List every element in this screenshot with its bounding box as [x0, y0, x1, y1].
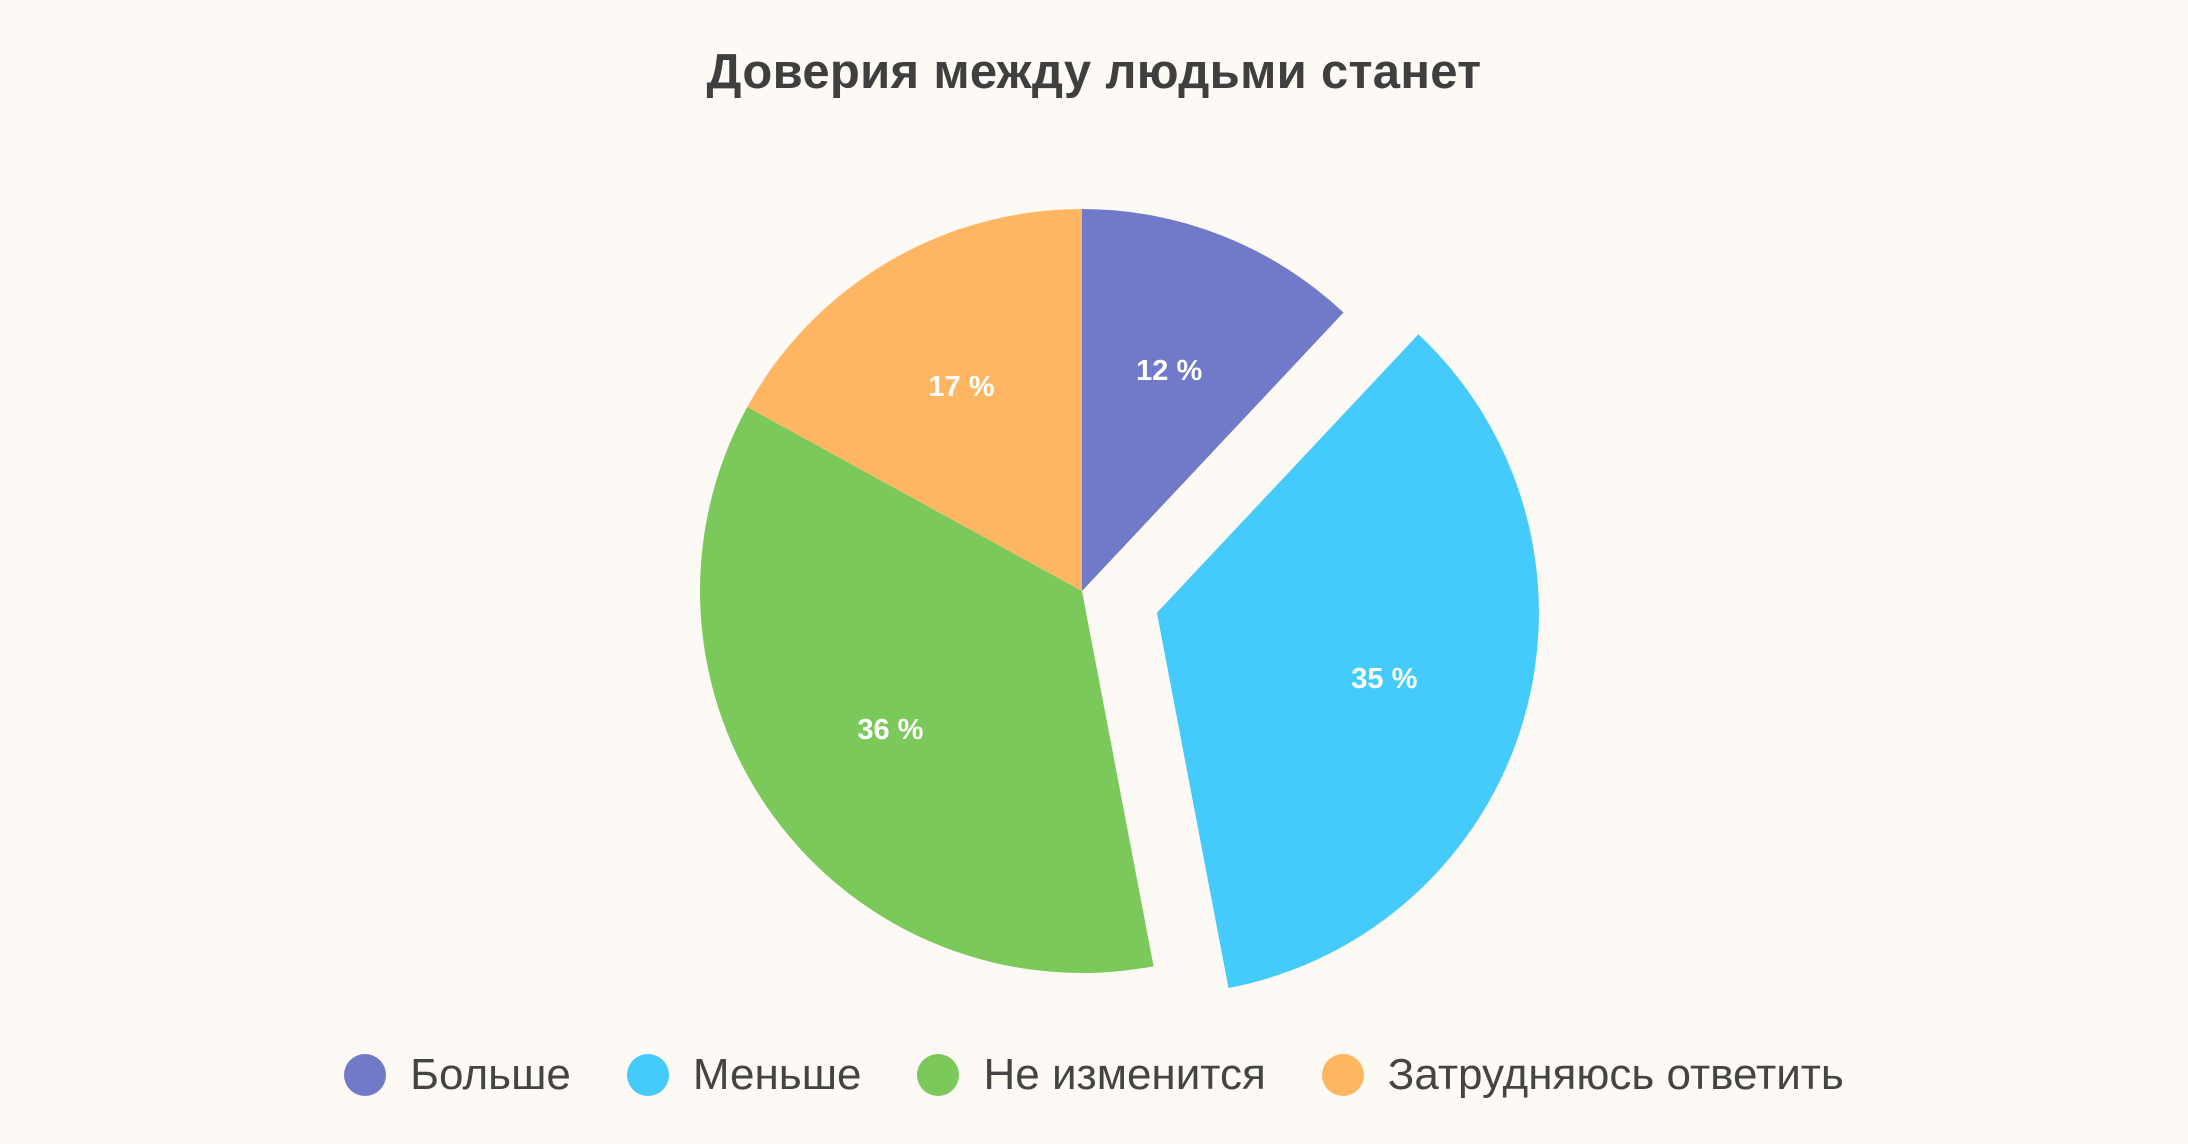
- pie-slice-zatrudnyayus[interactable]: [747, 209, 1082, 591]
- legend-item-ne-izmenitsya[interactable]: Не изменится: [917, 1050, 1266, 1100]
- pie-slice-bolshe[interactable]: [1082, 209, 1344, 591]
- legend-marker-menshe: [626, 1054, 669, 1096]
- legend-label-ne-izmenitsya: Не изменится: [983, 1050, 1266, 1099]
- legend-label-bolshe: Больше: [410, 1050, 571, 1099]
- legend-item-zatrudnyayus[interactable]: Затрудняюсь ответить: [1321, 1050, 1844, 1100]
- legend-marker-zatrudnyayus: [1321, 1054, 1364, 1096]
- pie-slice-ne-izmenitsya[interactable]: [699, 406, 1154, 973]
- legend-item-bolshe[interactable]: Больше: [344, 1050, 571, 1100]
- legend-marker-bolshe: [344, 1054, 387, 1096]
- data-label-bolshe: 12 %: [1136, 355, 1202, 387]
- chart-title: Доверия между людьми станет: [706, 45, 1482, 99]
- data-label-menshe: 35 %: [1351, 663, 1417, 695]
- legend: Больше Меньше Не изменится Затрудняюсь о…: [0, 1050, 2188, 1100]
- pie-slice-menshe[interactable]: [1156, 334, 1539, 988]
- legend-item-menshe[interactable]: Меньше: [626, 1050, 862, 1100]
- legend-marker-ne-izmenitsya: [917, 1054, 960, 1096]
- data-label-zatrudnyayus: 17 %: [928, 371, 994, 403]
- legend-label-menshe: Меньше: [692, 1050, 862, 1099]
- legend-label-zatrudnyayus: Затрудняюсь ответить: [1387, 1050, 1844, 1099]
- data-label-ne-izmenitsya: 36 %: [857, 714, 923, 746]
